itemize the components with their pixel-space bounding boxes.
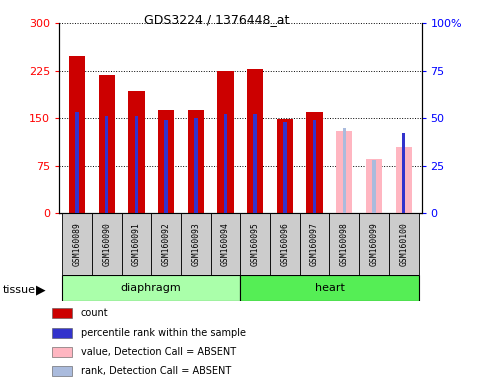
Bar [283, 122, 286, 213]
Text: GSM160097: GSM160097 [310, 222, 319, 266]
Text: GSM160091: GSM160091 [132, 222, 141, 266]
Text: GSM160090: GSM160090 [102, 222, 111, 266]
Bar [62, 213, 92, 275]
Bar [52, 308, 72, 318]
Text: GSM160092: GSM160092 [162, 222, 171, 266]
Bar [52, 366, 72, 376]
Text: GSM160096: GSM160096 [281, 222, 289, 266]
Bar [211, 213, 241, 275]
Bar [343, 127, 346, 213]
Bar [188, 110, 204, 213]
Bar [270, 213, 300, 275]
Bar [241, 213, 270, 275]
Text: ▶: ▶ [36, 283, 46, 296]
Text: GSM160098: GSM160098 [340, 222, 349, 266]
Bar [247, 69, 263, 213]
Text: heart: heart [315, 283, 345, 293]
Bar [151, 213, 181, 275]
Bar [359, 213, 389, 275]
Bar [313, 120, 317, 213]
Bar [75, 113, 79, 213]
Text: GSM160094: GSM160094 [221, 222, 230, 266]
Bar [52, 347, 72, 357]
Text: tissue: tissue [2, 285, 35, 295]
Bar [217, 71, 234, 213]
Bar [194, 118, 198, 213]
Bar [181, 213, 211, 275]
Bar [253, 114, 257, 213]
Bar [135, 116, 138, 213]
Bar [62, 275, 241, 301]
Bar [366, 159, 382, 213]
Text: value, Detection Call = ABSENT: value, Detection Call = ABSENT [81, 347, 236, 357]
Bar [389, 213, 419, 275]
Bar [372, 160, 376, 213]
Bar [52, 328, 72, 338]
Text: GSM160093: GSM160093 [191, 222, 200, 266]
Bar [92, 213, 122, 275]
Bar [300, 213, 329, 275]
Bar [395, 147, 412, 213]
Bar [277, 119, 293, 213]
Text: count: count [81, 308, 108, 318]
Text: GSM160089: GSM160089 [72, 222, 81, 266]
Text: GSM160095: GSM160095 [250, 222, 260, 266]
Bar [164, 120, 168, 213]
Bar [69, 56, 85, 213]
Bar [307, 112, 323, 213]
Bar [336, 131, 352, 213]
Text: GSM160100: GSM160100 [399, 222, 408, 266]
Bar [128, 91, 144, 213]
Bar [99, 75, 115, 213]
Bar [105, 116, 108, 213]
Text: GSM160099: GSM160099 [369, 222, 379, 266]
Bar [224, 114, 227, 213]
Bar [122, 213, 151, 275]
Bar [329, 213, 359, 275]
Text: GDS3224 / 1376448_at: GDS3224 / 1376448_at [144, 13, 289, 26]
Bar [241, 275, 419, 301]
Text: diaphragm: diaphragm [121, 283, 181, 293]
Bar [158, 111, 174, 213]
Text: rank, Detection Call = ABSENT: rank, Detection Call = ABSENT [81, 366, 231, 376]
Bar [402, 133, 405, 213]
Text: percentile rank within the sample: percentile rank within the sample [81, 328, 246, 338]
